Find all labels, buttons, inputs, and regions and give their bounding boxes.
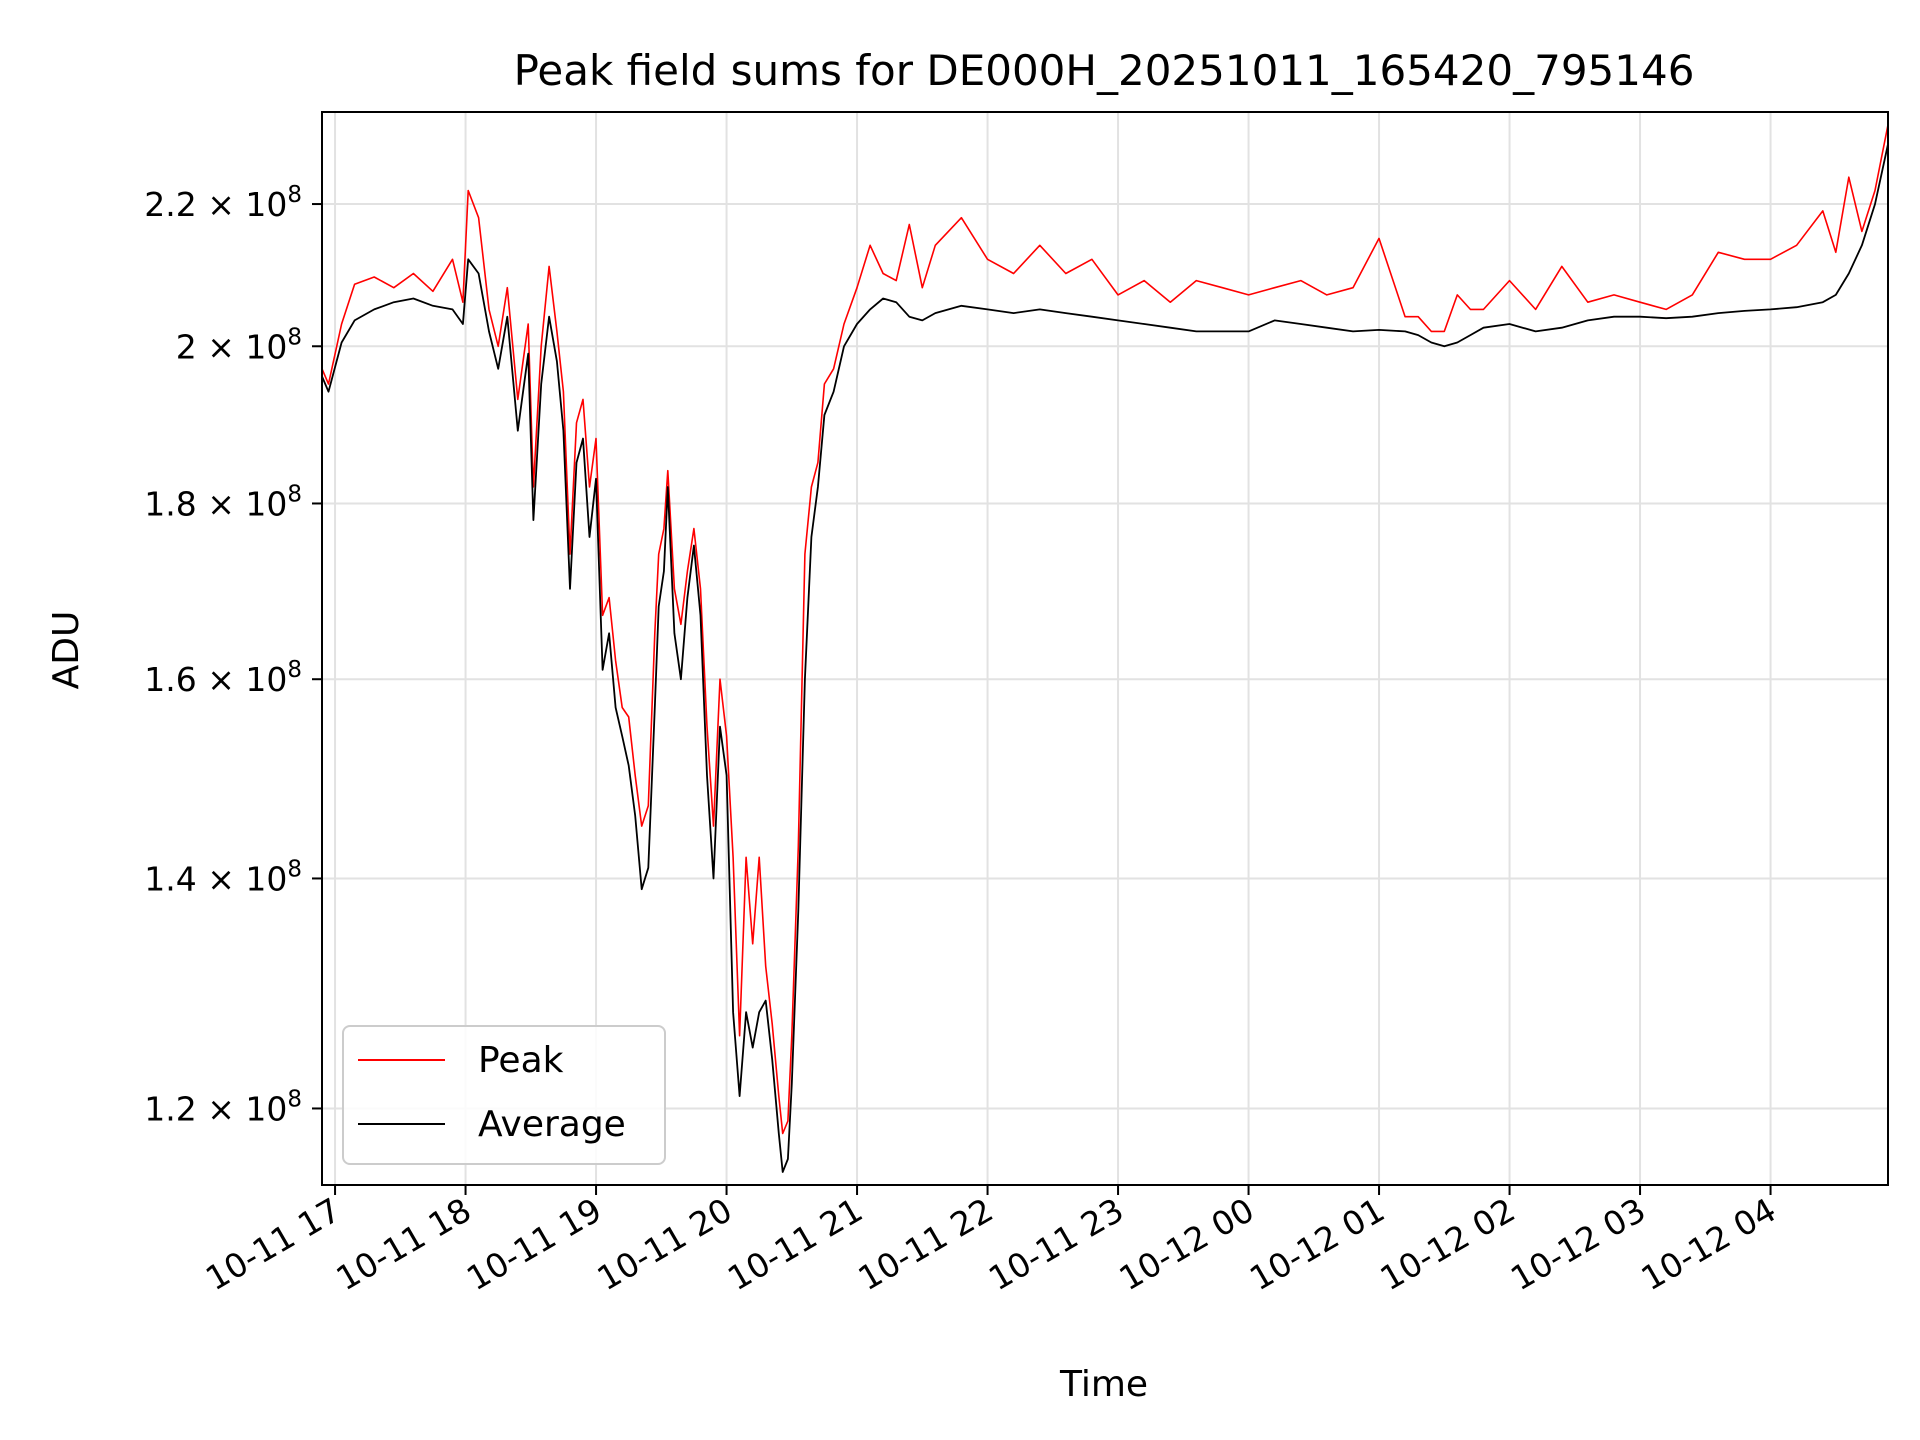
x-tick-label: 10-12 02 xyxy=(1374,1190,1522,1298)
y-tick-times: × xyxy=(197,484,246,523)
series-line-peak xyxy=(321,124,1889,1135)
x-tick-label: 10-11 23 xyxy=(982,1190,1130,1298)
x-tick-label: 10-11 19 xyxy=(460,1190,608,1298)
x-tick-label: 10-11 22 xyxy=(852,1190,1000,1298)
y-tick-base: 10 xyxy=(245,1089,287,1128)
x-tick-label: 10-12 03 xyxy=(1504,1190,1652,1298)
y-tick-label: 2.2 × 108 xyxy=(144,182,302,224)
x-axis-title: Time xyxy=(1059,1364,1148,1405)
y-tick-exponent: 8 xyxy=(287,657,302,683)
chart-title: Peak field sums for DE000H_20251011_1654… xyxy=(514,46,1695,95)
y-tick-base: 10 xyxy=(245,660,287,699)
y-tick-base: 10 xyxy=(245,327,287,366)
y-tick-times: × xyxy=(197,660,246,699)
y-tick-exponent: 8 xyxy=(287,856,302,882)
legend-average-label: Average xyxy=(478,1104,626,1145)
y-tick-mantissa: 1.2 xyxy=(144,1089,196,1128)
y-tick-label: 1.4 × 108 xyxy=(144,856,302,898)
y-tick-label: 1.6 × 108 xyxy=(144,657,302,699)
legend-peak-label: Peak xyxy=(478,1040,564,1081)
x-tick-label: 10-11 17 xyxy=(199,1190,347,1298)
y-tick-base: 10 xyxy=(245,185,287,224)
x-tick-label: 10-12 04 xyxy=(1635,1190,1783,1298)
y-tick-times: × xyxy=(197,1089,246,1128)
x-tick-label: 10-11 20 xyxy=(591,1190,739,1298)
grid xyxy=(322,112,1888,1185)
y-tick-exponent: 8 xyxy=(287,481,302,507)
plot-series xyxy=(321,124,1889,1173)
y-tick-exponent: 8 xyxy=(287,1086,302,1112)
y-tick-mantissa: 1.8 xyxy=(144,484,196,523)
x-tick-label: 10-11 18 xyxy=(330,1190,478,1298)
y-tick-mantissa: 1.4 xyxy=(144,859,196,898)
legend: Peak Average xyxy=(342,1025,666,1165)
y-tick-label: 2 × 108 xyxy=(176,324,302,366)
x-tick-label: 10-11 21 xyxy=(721,1190,869,1298)
x-tick-label: 10-12 01 xyxy=(1243,1190,1391,1298)
series-line-average xyxy=(321,144,1889,1173)
y-tick-mantissa: 2 xyxy=(176,327,197,366)
y-tick-times: × xyxy=(197,327,246,366)
x-tick-label: 10-12 00 xyxy=(1113,1190,1261,1298)
y-tick-mantissa: 2.2 xyxy=(144,185,196,224)
y-tick-mantissa: 1.6 xyxy=(144,660,196,699)
y-tick-exponent: 8 xyxy=(287,182,302,208)
y-axis-title: ADU xyxy=(46,611,87,690)
y-tick-label: 1.2 × 108 xyxy=(144,1086,302,1128)
y-tick-base: 10 xyxy=(245,484,287,523)
y-tick-exponent: 8 xyxy=(287,324,302,350)
y-tick-times: × xyxy=(197,859,246,898)
y-tick-base: 10 xyxy=(245,859,287,898)
y-tick-label: 1.8 × 108 xyxy=(144,481,302,523)
plot-frame xyxy=(321,111,1889,1186)
y-tick-times: × xyxy=(197,185,246,224)
